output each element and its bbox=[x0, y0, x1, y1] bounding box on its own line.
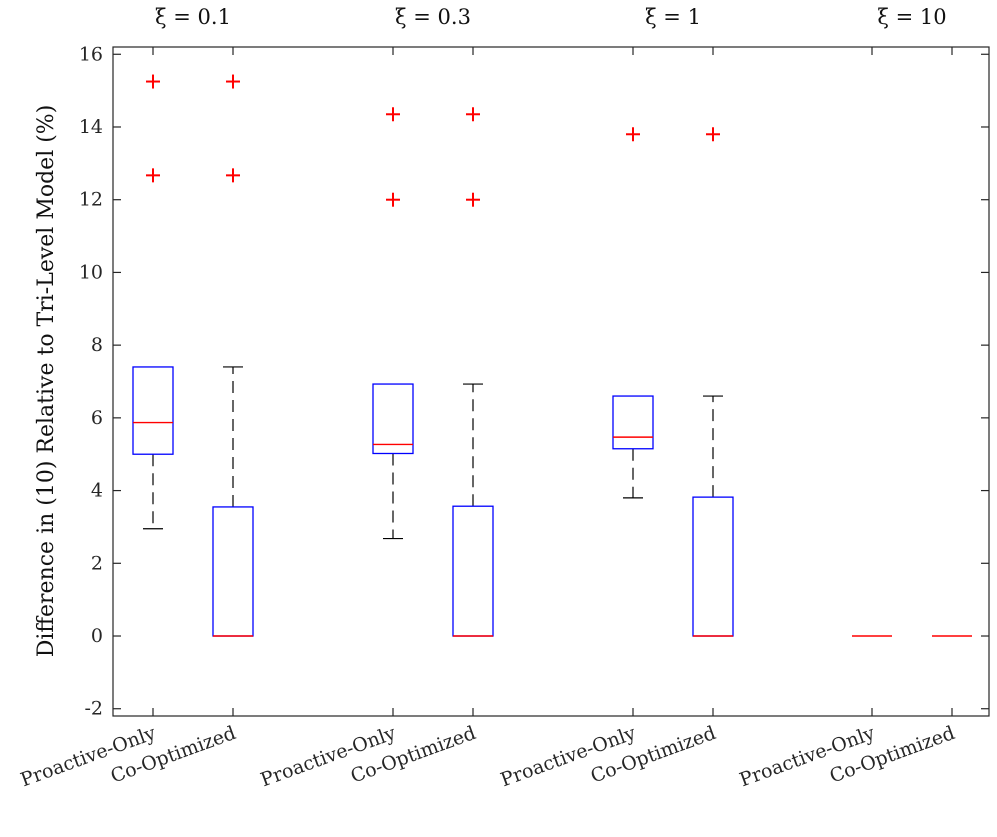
box bbox=[132, 366, 174, 455]
y-tick-label: 4 bbox=[91, 480, 103, 502]
outlier-marker bbox=[146, 168, 160, 183]
plot-background bbox=[113, 47, 989, 716]
y-tick-label: 8 bbox=[91, 334, 103, 356]
y-tick-label: 6 bbox=[91, 407, 103, 429]
group-title: ξ = 0.3 bbox=[395, 5, 471, 29]
chart-marks bbox=[132, 74, 972, 637]
y-tick-label: 14 bbox=[79, 116, 103, 138]
outlier-marker bbox=[706, 127, 720, 142]
group-title: ξ = 1 bbox=[645, 5, 701, 29]
outlier-marker bbox=[466, 107, 480, 122]
box bbox=[612, 395, 654, 450]
y-tick-label: 2 bbox=[91, 552, 103, 574]
y-tick-label: 12 bbox=[79, 189, 103, 211]
outlier-marker bbox=[386, 192, 400, 207]
y-tick-label: -2 bbox=[84, 698, 103, 720]
y-tick-label: 0 bbox=[91, 625, 103, 647]
outlier-marker bbox=[226, 168, 240, 183]
plot-frame bbox=[112, 46, 990, 717]
group-title: ξ = 0.1 bbox=[155, 5, 231, 29]
outlier-marker bbox=[626, 127, 640, 142]
group-title: ξ = 10 bbox=[877, 5, 946, 29]
y-tick-label: 16 bbox=[79, 43, 103, 65]
outlier-marker bbox=[466, 192, 480, 207]
outlier-marker bbox=[226, 74, 240, 89]
box bbox=[372, 383, 414, 455]
y-tick-label: 10 bbox=[79, 261, 103, 283]
outlier-marker bbox=[386, 107, 400, 122]
outlier-marker bbox=[146, 74, 160, 89]
y-axis-title: Difference in (10) Relative to Tri-Level… bbox=[34, 105, 59, 658]
axes bbox=[112, 46, 990, 717]
